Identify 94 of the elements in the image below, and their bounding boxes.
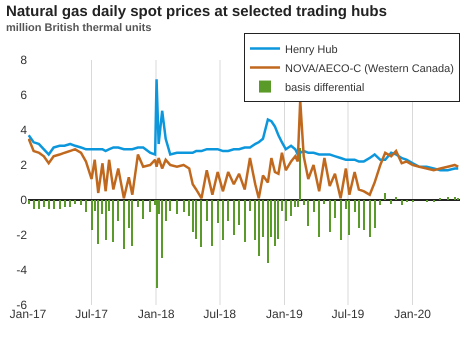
legend-label: Henry Hub: [285, 44, 338, 56]
bar: [369, 200, 371, 237]
bar: [454, 197, 456, 200]
y-tick-label: 4: [20, 123, 28, 138]
bar: [131, 200, 133, 246]
bar: [183, 200, 185, 212]
bar: [238, 200, 240, 225]
bar: [249, 200, 251, 211]
bar: [244, 200, 246, 242]
bar: [318, 200, 320, 237]
y-tick-label: -6: [16, 298, 28, 312]
bar: [211, 200, 213, 246]
x-tick-label: Jul-18: [203, 307, 236, 321]
bar: [233, 200, 235, 235]
bar: [53, 200, 55, 209]
bar: [64, 200, 66, 207]
y-tick-label: 2: [20, 158, 28, 172]
line-series: [28, 99, 460, 200]
bar: [105, 200, 107, 240]
legend-label: basis differential: [285, 82, 364, 94]
bar: [354, 200, 356, 212]
bar: [358, 200, 360, 228]
bar: [169, 200, 171, 211]
bar: [348, 200, 350, 235]
x-tick-label: Jul-19: [332, 307, 365, 321]
bar: [290, 200, 292, 216]
y-tick-label: 0: [20, 193, 28, 208]
bar: [340, 200, 342, 240]
bar: [299, 148, 301, 200]
bar: [112, 200, 114, 242]
chart-subtitle: million British thermal units: [6, 22, 152, 34]
y-tick-label: -4: [16, 263, 28, 278]
bar: [101, 200, 103, 214]
bar: [281, 200, 283, 211]
bar: [217, 200, 219, 223]
bar: [28, 200, 30, 204]
bar: [117, 200, 119, 221]
bar: [222, 200, 224, 240]
bar: [254, 200, 256, 240]
bar: [262, 200, 264, 237]
bar: [48, 200, 50, 209]
bar: [303, 200, 305, 205]
bar: [363, 200, 365, 230]
bar: [156, 200, 158, 288]
bar: [447, 197, 449, 200]
chart-title: Natural gas daily spot prices at selected trading hubs: [6, 3, 387, 20]
bar: [206, 200, 208, 221]
bar: [297, 200, 299, 207]
line-series: [28, 78, 460, 172]
bar: [334, 200, 336, 218]
x-tick-label: Jan-20: [394, 307, 432, 321]
bar: [323, 200, 325, 204]
bar: [227, 200, 229, 221]
bar: [43, 200, 45, 207]
bar: [285, 200, 287, 221]
bar: [267, 200, 269, 263]
bar: [384, 193, 386, 200]
bar: [307, 200, 309, 226]
bar: [274, 200, 276, 246]
x-tick-label: Jul-17: [75, 307, 108, 321]
bar: [313, 200, 315, 212]
bar: [97, 200, 99, 244]
bar: [33, 200, 35, 209]
y-tick-label: -2: [16, 228, 28, 242]
bar: [91, 200, 93, 230]
bar: [176, 200, 178, 214]
bar: [188, 200, 190, 216]
bar: [395, 197, 397, 200]
bar: [165, 200, 167, 221]
x-tick-label: Jan-18: [138, 307, 175, 321]
bar: [161, 200, 163, 258]
bar: [38, 200, 40, 209]
bar: [59, 200, 61, 209]
bar: [149, 200, 151, 212]
bar: [374, 200, 376, 228]
bar: [137, 200, 139, 207]
bar: [294, 200, 296, 207]
x-tick-label: Jan-19: [266, 307, 304, 321]
bar: [401, 200, 403, 205]
bar: [85, 200, 87, 212]
bar: [142, 200, 144, 219]
bar: [379, 200, 381, 205]
bar: [329, 200, 331, 232]
bar: [69, 200, 71, 207]
bar: [74, 200, 76, 204]
bar: [123, 200, 125, 249]
bar: [80, 200, 82, 205]
bar: [258, 200, 260, 256]
y-tick-label: 8: [20, 53, 28, 68]
bar: [200, 200, 202, 247]
y-tick-label: 6: [20, 88, 28, 102]
legend-label: NOVA/AECO-C (Western Canada): [285, 62, 454, 75]
bar: [195, 200, 197, 239]
bar: [390, 200, 392, 204]
